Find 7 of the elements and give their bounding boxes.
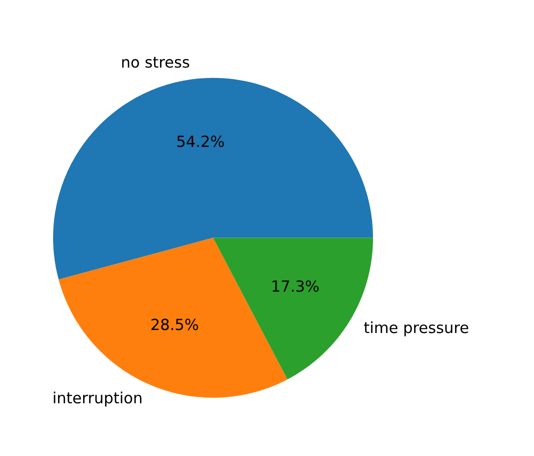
data-label: 17.3% bbox=[272, 280, 319, 292]
slice-label: no stress bbox=[122, 56, 190, 68]
data-label: 54.2% bbox=[177, 136, 224, 148]
slice-label: interruption bbox=[54, 392, 142, 406]
data-label: 28.5% bbox=[152, 318, 198, 330]
pie-slice bbox=[53, 78, 374, 280]
slice-label: time pressure bbox=[364, 321, 468, 336]
